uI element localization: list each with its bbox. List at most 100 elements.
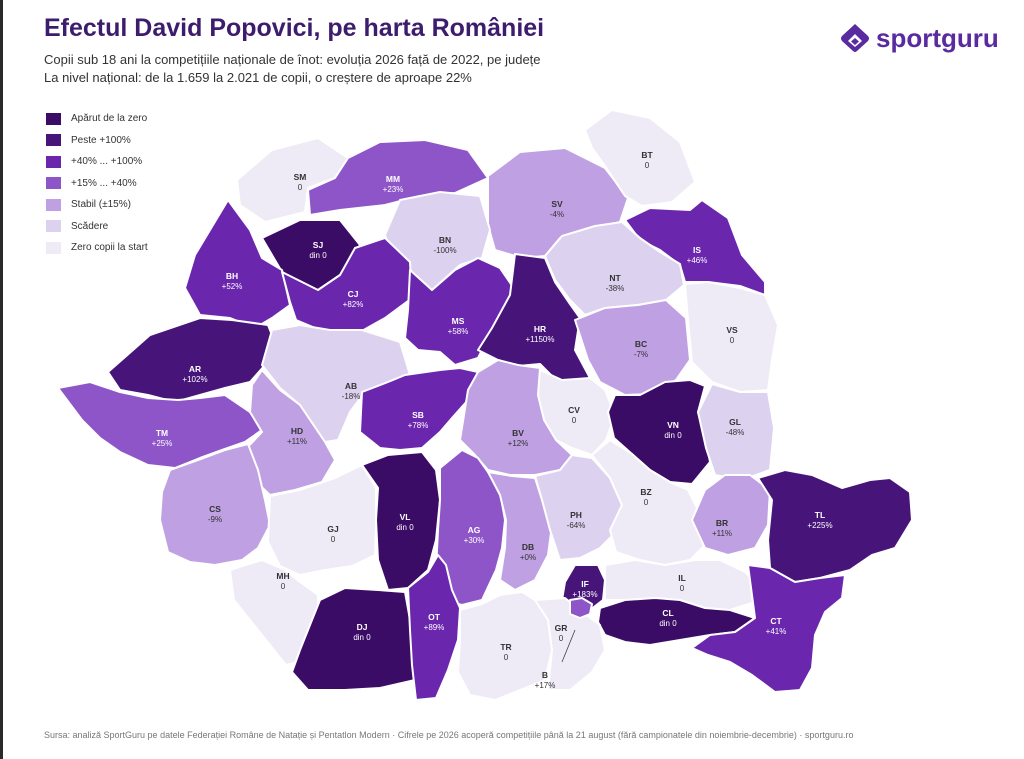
county-code-label: BT [641,150,653,160]
county-dj[interactable] [291,587,416,691]
source-footer: Sursa: analiză SportGuru pe datele Feder… [44,730,854,740]
county-ag[interactable] [435,449,506,606]
bucharest-leader-line [561,629,576,663]
legend-item: Peste +100% [46,130,148,152]
county-value-label: 0 [730,336,735,345]
county-tl[interactable] [757,469,913,583]
county-value-label: -7% [634,350,648,359]
county-tr[interactable] [457,591,553,701]
legend-swatch [46,112,61,125]
county-code-label: GL [729,417,741,427]
legend-item: +15% ... +40% [46,173,148,195]
county-value-label: din 0 [396,523,414,532]
county-value-label: +0% [520,553,536,562]
county-gl[interactable] [697,383,775,481]
map-title: Efectul David Popovici, pe harta Românie… [44,14,545,42]
county-vl[interactable] [361,451,441,591]
county-code-label: MM [386,174,400,184]
county-value-label: 0 [504,653,509,662]
county-code-label: TM [156,428,168,438]
county-value-label: +1150% [526,335,555,344]
county-nt[interactable] [544,221,685,316]
county-code-label: BH [226,271,238,281]
county-code-label: BR [716,518,728,528]
county-b[interactable] [569,597,593,619]
county-value-label: +23% [383,185,404,194]
legend-swatch [46,134,61,147]
county-code-label: HD [291,426,303,436]
county-gj[interactable] [267,464,377,576]
legend-label: Stabil (±15%) [71,199,131,211]
legend-swatch [46,220,61,233]
county-value-label: +12% [508,439,529,448]
county-code-label: NT [609,273,621,283]
county-code-label: VL [400,512,411,522]
county-value-label: 0 [559,634,564,643]
map-legend: Apărut de la zero Peste +100% +40% ... +… [46,108,148,259]
county-code-label: SB [412,410,424,420]
county-code-label: VN [667,420,679,430]
county-code-label: OT [428,612,441,622]
county-ot[interactable] [407,554,461,701]
county-tm[interactable] [57,381,263,469]
county-code-label: HR [534,324,546,334]
county-ar[interactable] [107,317,279,403]
county-value-label: +58% [448,327,469,336]
county-value-label: 0 [645,161,650,170]
county-ct[interactable] [691,564,846,693]
county-sb[interactable] [359,367,479,451]
county-code-label: PH [570,510,582,520]
legend-swatch [46,198,61,211]
logo-text: sportguru [876,22,999,53]
county-cs[interactable] [159,443,271,566]
county-code-label: CT [770,616,782,626]
county-code-label: GJ [327,524,339,534]
legend-swatch [46,155,61,168]
national-summary: La nivel național: de la 1.659 la 2.021 … [44,70,472,85]
county-value-label: 0 [572,416,577,425]
county-code-label: IS [693,245,701,255]
county-value-label: +11% [287,437,307,446]
county-vs[interactable] [684,281,779,393]
county-value-label: -38% [606,284,625,293]
county-value-label: 0 [680,584,685,593]
county-value-label: 0 [281,582,286,591]
county-code-label: BC [635,339,647,349]
county-bh[interactable] [184,199,291,329]
county-value-label: +25% [152,439,173,448]
county-code-label: MS [452,316,465,326]
county-code-label: AR [189,364,201,374]
county-value-label: din 0 [664,431,682,440]
county-value-label: 0 [331,535,336,544]
county-code-label: B [542,670,548,680]
legend-item: Scădere [46,216,148,238]
legend-item: Zero copii la start [46,237,148,259]
county-bz[interactable] [591,439,706,566]
legend-swatch [46,177,61,190]
county-value-label: +52% [222,282,243,291]
county-value-label: -4% [550,210,564,219]
county-br[interactable] [691,474,771,556]
county-code-label: IL [678,573,686,583]
legend-label: Zero copii la start [71,242,148,254]
county-value-label: -48% [726,428,745,437]
county-value-label: din 0 [659,619,677,628]
county-value-label: +225% [807,521,832,530]
county-code-label: CL [662,608,673,618]
legend-swatch [46,241,61,254]
sportguru-logo[interactable]: sportguru [840,22,999,54]
county-value-label: +82% [343,300,364,309]
county-value-label: +17% [535,681,556,690]
county-bc[interactable] [574,299,691,396]
county-bt[interactable] [584,109,696,207]
legend-label: Scădere [71,220,109,232]
county-code-label: DJ [357,622,368,632]
legend-label: Peste +100% [71,134,131,146]
county-code-label: SV [551,199,563,209]
county-code-label: BV [512,428,524,438]
county-code-label: CJ [348,289,359,299]
county-code-label: SJ [313,240,324,250]
county-code-label: MH [276,571,289,581]
